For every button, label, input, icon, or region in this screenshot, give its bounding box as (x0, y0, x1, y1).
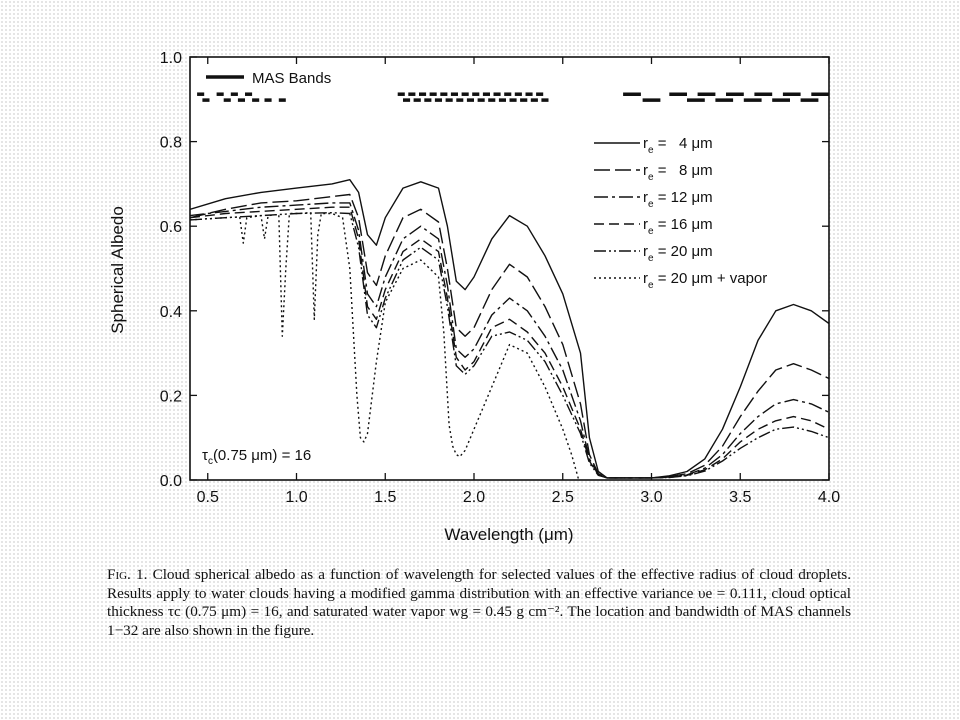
legend-entry-2: re = 8 μm (643, 162, 713, 183)
x-tick-label: 2.0 (463, 489, 485, 506)
mas-bands (197, 92, 829, 102)
y-axis-label: Spherical Albedo (108, 206, 127, 334)
tau-subscript: c (208, 456, 213, 467)
plot-frame (189, 56, 830, 481)
series-line-3 (190, 202, 829, 479)
albedo-chart: 0.5 1.0 1.5 2.0 2.5 3.0 3.5 4.0 0.0 0.2 0.4 0.6 0.8 1… (108, 50, 840, 544)
legend-entry-3: re = 12 μm (643, 189, 713, 210)
figure-caption: Fig. 1. Cloud spherical albedo as a func… (107, 566, 851, 640)
tau-symbol: τ (202, 447, 208, 464)
plot-area-background (190, 57, 829, 480)
y-tick-label: 0.6 (160, 219, 182, 236)
series-line-4 (190, 206, 829, 479)
tau-value: (0.75 μm) = 16 (213, 447, 311, 464)
y-tick-label: 0.0 (160, 473, 182, 490)
legend-entry-5: re = 20 μm (643, 243, 713, 264)
x-tick-label: 3.0 (640, 489, 662, 506)
mas-bands-legend-label: MAS Bands (252, 70, 331, 87)
caption-fig-label: Fig. 1. (107, 566, 148, 583)
series-line-6 (190, 212, 580, 480)
tau-annotation: τc(0.75 μm) = 16 (202, 447, 311, 467)
legend-entry-6: re = 20 μm + vapor (643, 270, 767, 291)
y-tick-label: 0.8 (160, 135, 182, 152)
axis-ticks: 0.5 1.0 1.5 2.0 2.5 3.0 3.5 4.0 0.0 0.2 0.4 0.6 0.8 1… (160, 50, 840, 506)
y-tick-label: 0.4 (160, 304, 182, 321)
x-axis-label: Wavelength (μm) (444, 525, 573, 544)
mas-bands-legend: MAS Bands (206, 70, 331, 87)
series-line-2 (190, 193, 829, 479)
x-tick-label: 4.0 (818, 489, 840, 506)
legend-entry-4: re = 16 μm (643, 216, 713, 237)
x-tick-label: 0.5 (197, 489, 219, 506)
series-lines (190, 179, 829, 480)
caption-text: Cloud spherical albedo as a function of … (107, 566, 851, 639)
legend: re = 4 μm re = 8 μm re = 12 μm re = 16 μm re… (594, 135, 767, 291)
x-tick-label: 1.5 (374, 489, 396, 506)
x-tick-label: 3.5 (729, 489, 751, 506)
x-tick-label: 1.0 (285, 489, 307, 506)
y-tick-label: 1.0 (160, 50, 182, 67)
x-tick-label: 2.5 (552, 489, 574, 506)
y-tick-label: 0.2 (160, 388, 182, 405)
series-line-1 (190, 179, 829, 479)
legend-entry-1: re = 4 μm (643, 135, 713, 156)
